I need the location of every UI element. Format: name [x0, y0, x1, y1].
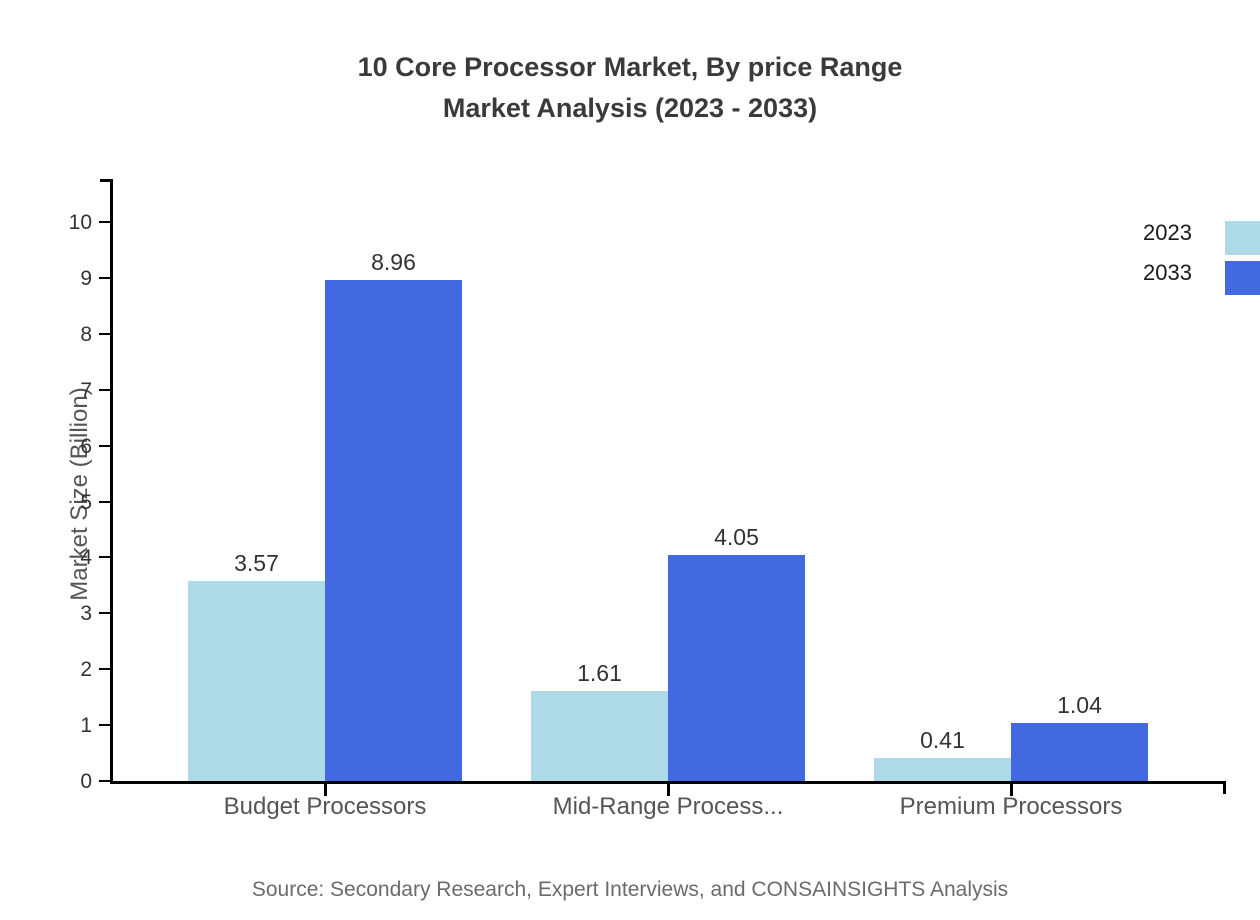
y-axis-line: [110, 179, 113, 783]
chart-title-line-2: Market Analysis (2023 - 2033): [442, 93, 818, 123]
legend-label-2033: 2033: [1143, 260, 1192, 285]
legend-label-2023: 2023: [1143, 220, 1192, 245]
x-axis-tick: [667, 783, 670, 796]
y-axis-tick-label: 10: [68, 211, 92, 234]
x-axis-category-label: Budget Processors: [223, 793, 427, 820]
y-axis-tick: [99, 388, 111, 391]
legend-swatch-2023: [1225, 221, 1260, 255]
legend-swatch-2033: [1225, 261, 1260, 295]
x-axis-end-cap: [1223, 781, 1226, 794]
x-axis-category-label: Mid-Range Process...: [552, 793, 784, 820]
bar-value-label: 8.96: [371, 249, 416, 276]
bar-value-label: 3.57: [234, 550, 279, 577]
legend-entry-2023[interactable]: 2023: [1100, 214, 1260, 255]
y-axis-tick: [99, 724, 111, 727]
y-axis-tick-label: 2: [80, 658, 92, 682]
source-note: Source: Secondary Research, Expert Inter…: [251, 878, 1009, 901]
legend-entry-2033[interactable]: 2033: [1100, 254, 1260, 295]
y-axis-tick-label: 7: [80, 378, 92, 402]
y-axis-tick: [99, 276, 111, 279]
chart-title: 10 Core Processor Market, By price Range…: [0, 47, 1260, 129]
y-axis-tick: [99, 444, 111, 447]
y-axis-tick: [99, 612, 111, 615]
y-axis-tick: [99, 221, 111, 223]
y-axis-tick-label: 8: [80, 322, 92, 346]
y-axis-tick-label: 0: [80, 770, 92, 793]
chart-title-line-1: 10 Core Processor Market, By price Range: [357, 52, 903, 82]
y-axis-tick: [99, 332, 111, 335]
y-axis-tick-label: 3: [80, 602, 92, 626]
x-axis-tick: [1010, 783, 1013, 796]
x-axis-line: [110, 781, 1226, 784]
bar-value-label: 1.61: [577, 660, 622, 686]
bar-2023-1[interactable]: [531, 691, 668, 781]
y-axis-top-cap: [100, 179, 113, 182]
bar-2033-0[interactable]: [325, 280, 462, 781]
bar-value-label: 0.41: [920, 727, 965, 754]
y-axis-tick-label: 4: [80, 546, 92, 570]
bar-2033-1[interactable]: [668, 554, 805, 781]
y-axis-tick: [99, 780, 111, 782]
y-axis-tick-label: 1: [80, 714, 92, 738]
bar-2023-0[interactable]: [188, 581, 325, 781]
x-axis-tick: [324, 783, 327, 796]
x-axis-category-label: Premium Processors: [899, 793, 1123, 820]
bar-value-label: 1.04: [1057, 691, 1102, 718]
y-axis-tick-label: 9: [80, 266, 92, 290]
y-axis-tick-label: 5: [80, 490, 92, 514]
bar-2033-2[interactable]: [1011, 722, 1148, 781]
y-axis-tick-label: 6: [80, 434, 92, 458]
y-axis-tick: [99, 500, 111, 503]
legend: 2023 2033: [1100, 214, 1260, 295]
y-axis-tick: [99, 668, 111, 671]
y-axis-tick: [99, 556, 111, 559]
bar-value-label: 4.05: [714, 523, 759, 550]
bar-2023-2[interactable]: [874, 758, 1011, 781]
